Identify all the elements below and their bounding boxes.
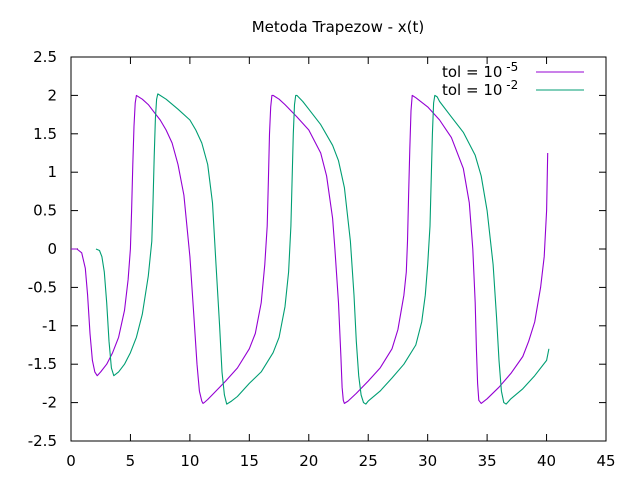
y-tick-label: 1	[47, 163, 57, 181]
x-tick-label: 5	[126, 452, 136, 470]
y-tick-label: -1	[42, 317, 57, 335]
y-tick-label: 1.5	[33, 125, 57, 143]
x-tick-label: 30	[418, 452, 437, 470]
y-tick-label: 0.5	[33, 202, 57, 220]
y-tick-label: 2	[47, 86, 57, 104]
series-line-1	[71, 94, 549, 404]
x-tick-label: 45	[596, 452, 615, 470]
y-tick-label: -1.5	[28, 355, 57, 373]
y-tick-label: -2.5	[28, 432, 57, 450]
y-tick-label: -0.5	[28, 278, 57, 296]
x-axis: 0 5 10 15 20 25 30 35 40 45	[66, 57, 616, 470]
y-tick-label: -2	[42, 394, 57, 412]
y-tick-label: 2.5	[33, 48, 57, 66]
series-layer	[71, 93, 550, 405]
x-tick-label: 20	[299, 452, 318, 470]
y-tick-label: 0	[47, 240, 57, 258]
x-tick-label: 25	[359, 452, 378, 470]
x-tick-label: 0	[66, 452, 76, 470]
legend-label-2: tol = 10 -2	[442, 78, 518, 99]
x-tick-label: 15	[240, 452, 259, 470]
series-line-2	[95, 93, 550, 405]
x-tick-label: 40	[537, 452, 556, 470]
chart-title: Metoda Trapezow - x(t)	[252, 18, 425, 36]
x-tick-label: 10	[180, 452, 199, 470]
x-tick-label: 35	[478, 452, 497, 470]
y-axis: 2.5 2 1.5 1 0.5 0 -0.5 -1 -1.5 -2 -2.5	[28, 48, 606, 450]
legend-label-1: tol = 10 -5	[442, 60, 518, 81]
